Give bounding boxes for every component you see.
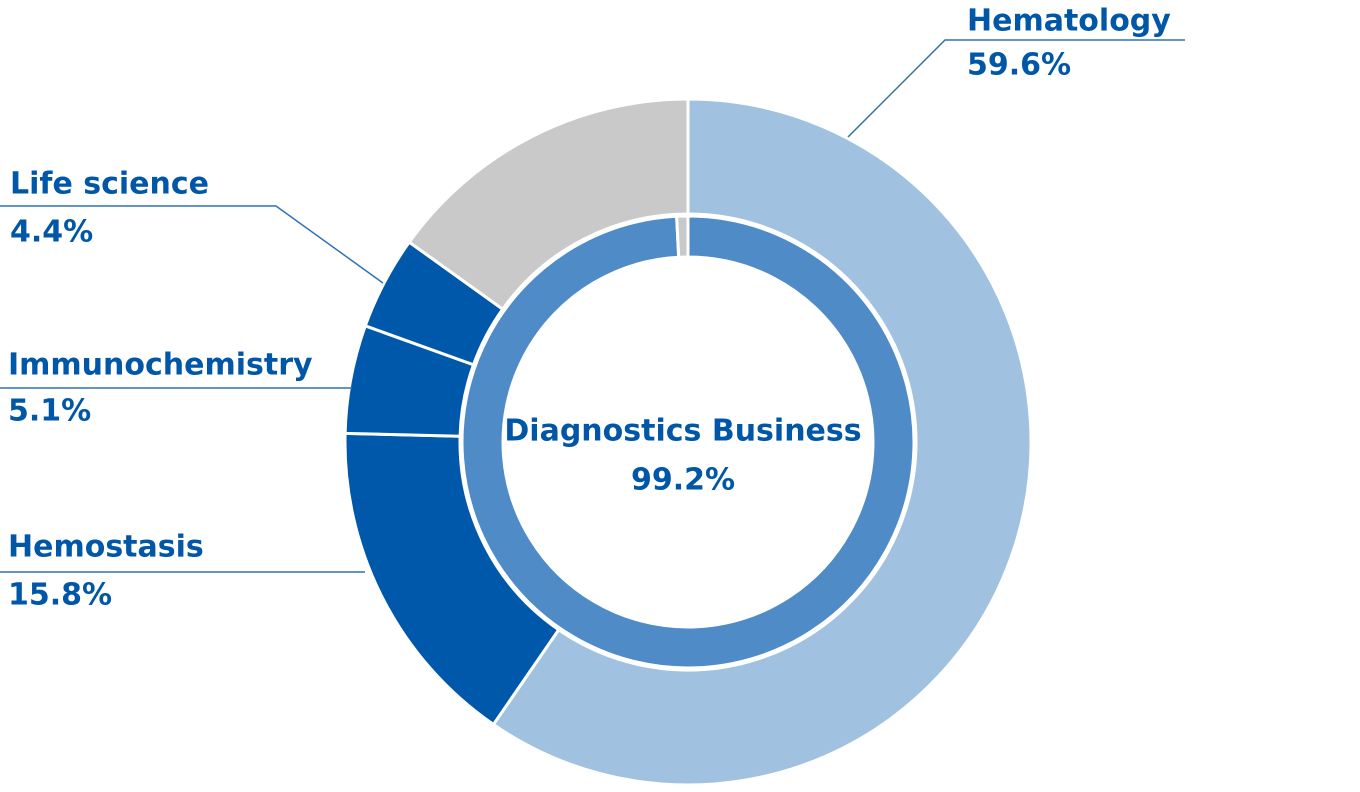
center-value: 99.2% [631, 463, 735, 498]
donut-segment [343, 431, 561, 727]
center-label: Diagnostics Business [504, 414, 861, 449]
donut-segment [675, 214, 690, 259]
category-label: Hemostasis [8, 530, 204, 565]
leader-line [0, 205, 384, 284]
donut-segment [491, 97, 1033, 787]
donut-segment [407, 97, 690, 312]
value-label: 5.1% [8, 394, 91, 429]
category-label: Hematology [967, 4, 1171, 39]
value-label: 15.8% [8, 578, 112, 613]
leader-line [847, 39, 1185, 138]
value-label: 4.4% [10, 215, 93, 250]
donut-segment [460, 214, 916, 670]
category-label: Life science [10, 167, 209, 202]
category-label: Immunochemistry [8, 348, 313, 383]
value-label: 59.6% [967, 48, 1071, 83]
